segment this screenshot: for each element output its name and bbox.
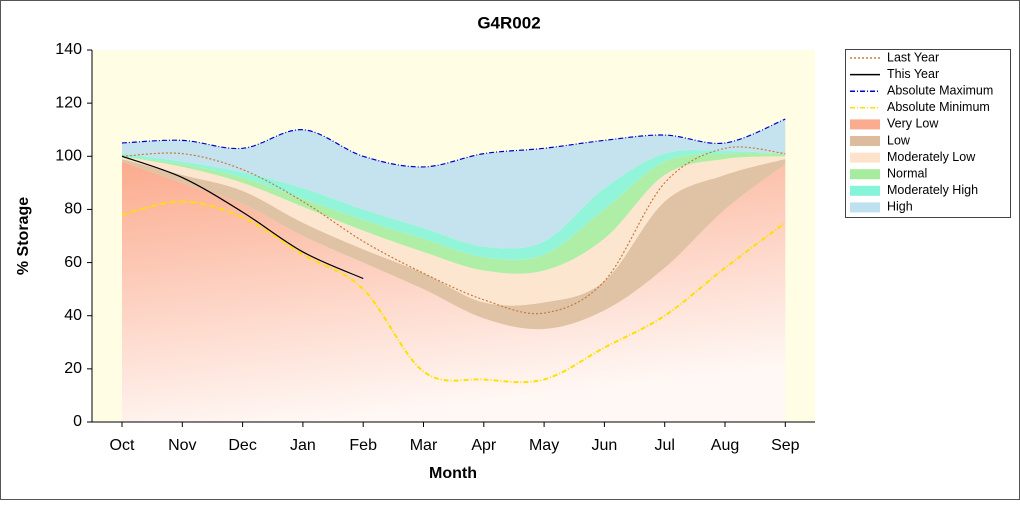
x-tick-label: Oct xyxy=(110,437,135,454)
y-tick-label: 20 xyxy=(64,360,82,377)
legend-swatch xyxy=(850,185,880,196)
legend-label: Absolute Maximum xyxy=(887,83,993,97)
legend-label: Absolute Minimum xyxy=(887,100,990,114)
legend-swatch xyxy=(850,152,880,163)
legend-swatch xyxy=(850,136,880,146)
y-tick-label: 80 xyxy=(64,201,82,218)
x-tick-label: Mar xyxy=(410,437,438,454)
y-axis-title: % Storage xyxy=(15,197,32,275)
legend-label: Low xyxy=(887,133,911,147)
x-tick-label: Jul xyxy=(654,437,674,454)
x-tick-label: Jun xyxy=(592,437,618,454)
legend-swatch xyxy=(850,202,880,213)
legend-label: Very Low xyxy=(887,117,939,131)
legend-swatch xyxy=(850,169,880,180)
x-tick-label: Feb xyxy=(349,437,377,454)
x-tick-label: Dec xyxy=(228,437,256,454)
legend-swatch xyxy=(850,119,880,130)
legend-label: Moderately High xyxy=(887,183,978,197)
y-tick-label: 60 xyxy=(64,254,82,271)
x-tick-label: Sep xyxy=(771,437,800,454)
x-tick-label: Jan xyxy=(290,437,316,454)
y-tick-label: 40 xyxy=(64,307,82,324)
band-area xyxy=(122,119,786,249)
x-tick-label: Nov xyxy=(168,437,196,454)
series-line xyxy=(121,146,786,315)
y-tick-label: 120 xyxy=(55,94,82,111)
x-tick-label: May xyxy=(529,437,559,454)
x-tick-label: Apr xyxy=(471,437,497,454)
legend-label: Normal xyxy=(887,166,927,180)
x-tick-label: Aug xyxy=(711,437,739,454)
y-tick-label: 100 xyxy=(55,148,82,165)
y-tick-label: 0 xyxy=(73,413,82,430)
series-line xyxy=(121,118,786,168)
band-area xyxy=(122,158,786,330)
series-line xyxy=(121,200,786,384)
y-tick-label: 140 xyxy=(55,41,82,58)
series-line xyxy=(121,155,364,280)
legend-label: This Year xyxy=(887,67,939,81)
chart-title: G4R002 xyxy=(477,13,540,32)
legend-label: High xyxy=(887,200,913,214)
legend-label: Moderately Low xyxy=(887,150,976,164)
legend-label: Last Year xyxy=(887,50,939,64)
band-area xyxy=(122,153,786,274)
band-area xyxy=(122,161,786,422)
band-area xyxy=(122,156,786,306)
x-axis-title: Month xyxy=(429,465,477,482)
